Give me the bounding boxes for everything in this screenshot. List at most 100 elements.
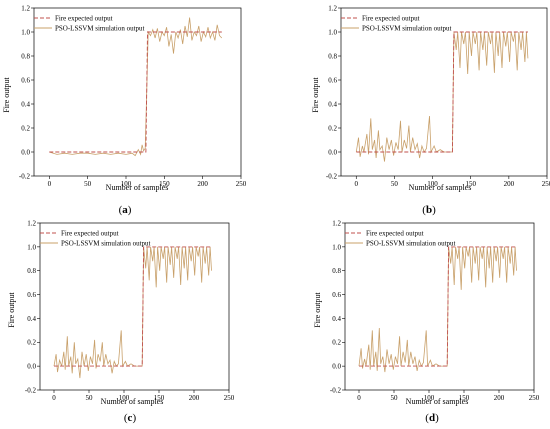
legend: Fire expected output PSO-LSSVM simulatio…: [40, 230, 151, 248]
plot-area: 0 50 100 150 200 250 -0.2 0.0 0.2 0.4 0.6 0.8 1.0 1.2: [330, 219, 540, 402]
y-tick-label: 0.8: [21, 52, 30, 60]
x-tick-label: 0: [355, 180, 359, 188]
series-line-simulation: [358, 246, 517, 373]
legend: Fire expected output PSO-LSSVM simulatio…: [34, 15, 145, 33]
y-tick-label: 1.2: [328, 4, 337, 12]
y-tick-label: 0.6: [328, 76, 337, 84]
x-tick-label: 150: [465, 180, 476, 188]
y-tick-label: 0.0: [27, 363, 36, 371]
y-tick-label: 1.0: [27, 243, 36, 251]
legend-label-simulation: PSO-LSSVM simulation output: [366, 240, 456, 248]
y-tick-label: 0.8: [328, 52, 337, 60]
plot-frame: [340, 7, 548, 177]
legend-label-simulation: PSO-LSSVM simulation output: [362, 25, 452, 33]
y-tick-label: -0.2: [330, 386, 342, 394]
x-tick-label: 0: [357, 394, 361, 402]
panel-label: (c): [124, 412, 137, 424]
x-tick-label: 100: [121, 180, 132, 188]
x-tick-label: 250: [529, 394, 540, 402]
y-axis-label: Fire output: [2, 77, 11, 113]
x-axis-label: Number of samples: [101, 397, 164, 406]
y-tick-label: 0.6: [27, 291, 36, 299]
y-axis-label: Fire output: [7, 292, 16, 328]
legend-label-expected: Fire expected output: [366, 230, 424, 238]
y-tick-label: 0.0: [332, 363, 341, 371]
legend-label-expected: Fire expected output: [61, 230, 119, 238]
x-tick-label: 150: [459, 394, 470, 402]
series-line-simulation: [53, 246, 212, 379]
legend-label-expected: Fire expected output: [362, 15, 420, 23]
y-tick-label: 1.0: [328, 28, 337, 36]
series-line-simulation: [49, 17, 223, 157]
series-line-expected: [356, 31, 528, 153]
x-tick-label: 50: [391, 394, 399, 402]
x-tick-label: 50: [391, 180, 399, 188]
y-tick-label: 0.4: [332, 315, 341, 323]
y-tick-label: 0.8: [332, 267, 341, 275]
y-tick-label: 1.2: [27, 219, 36, 227]
x-axis-label: Number of samples: [406, 397, 469, 406]
y-tick-label: 0.2: [27, 339, 36, 347]
y-tick-label: 0.4: [328, 100, 337, 108]
series-line-simulation: [355, 31, 529, 162]
x-tick-label: 100: [119, 394, 130, 402]
legend-label-simulation: PSO-LSSVM simulation output: [55, 25, 145, 33]
panel-label: (b): [422, 204, 436, 216]
y-tick-label: -0.2: [326, 172, 338, 180]
legend: Fire expected output PSO-LSSVM simulatio…: [341, 15, 452, 33]
y-tick-label: 0.8: [27, 267, 36, 275]
y-tick-label: 0.6: [21, 76, 30, 84]
x-tick-label: 200: [494, 394, 505, 402]
legend-label-expected: Fire expected output: [55, 15, 113, 23]
plot-area: 0 50 100 150 200 250 -0.2 0.0 0.2 0.4 0.6 0.8 1.0 1.2: [25, 219, 235, 402]
x-axis-label: Number of samples: [409, 183, 472, 192]
x-tick-label: 100: [427, 180, 438, 188]
y-axis-label: Fire output: [313, 292, 322, 328]
y-tick-label: -0.2: [25, 386, 37, 394]
y-tick-label: 0.0: [328, 148, 337, 156]
x-tick-label: 250: [236, 180, 247, 188]
y-tick-label: 0.6: [332, 291, 341, 299]
y-tick-label: 1.0: [21, 28, 30, 36]
x-tick-label: 150: [159, 180, 170, 188]
plot-area: 0 50 100 150 200 250 -0.2 0.0 0.2 0.4 0.6 0.8 1.0 1.2: [326, 4, 550, 188]
legend-label-simulation: PSO-LSSVM simulation output: [61, 240, 151, 248]
plot-frame: [344, 222, 535, 391]
y-tick-label: 0.4: [21, 100, 30, 108]
panel-a: 0 50 100 150 200 250 -0.2 0.0 0.2 0.4 0.6 0.8 1.0 1.2…: [2, 4, 247, 216]
x-tick-label: 250: [542, 180, 550, 188]
y-tick-label: 0.0: [21, 148, 30, 156]
series-line-expected: [54, 246, 212, 367]
y-tick-label: 0.2: [332, 339, 341, 347]
plot-frame: [33, 7, 242, 177]
y-tick-label: 1.0: [332, 243, 341, 251]
panel-label: (a): [119, 204, 132, 216]
x-tick-label: 50: [84, 180, 92, 188]
y-tick-label: 0.4: [27, 315, 36, 323]
y-tick-label: 1.2: [332, 219, 341, 227]
panel-label: (d): [425, 412, 439, 424]
plot-area: 0 50 100 150 200 250 -0.2 0.0 0.2 0.4 0.6 0.8 1.0 1.2: [19, 4, 247, 188]
series-line-expected: [49, 31, 222, 153]
y-tick-label: 0.2: [328, 124, 337, 132]
panel-c: 0 50 100 150 200 250 -0.2 0.0 0.2 0.4 0.6 0.8 1.0 1.2…: [7, 219, 235, 424]
y-axis-label: Fire output: [311, 77, 320, 113]
x-tick-label: 0: [48, 180, 52, 188]
x-tick-label: 200: [504, 180, 515, 188]
y-tick-label: 1.2: [21, 4, 30, 12]
x-tick-label: 150: [154, 394, 165, 402]
x-tick-label: 50: [86, 394, 94, 402]
x-axis-label: Number of samples: [106, 183, 169, 192]
plot-frame: [39, 222, 230, 391]
x-tick-label: 200: [189, 394, 200, 402]
series-line-expected: [359, 246, 517, 367]
y-tick-label: 0.2: [21, 124, 30, 132]
x-tick-label: 250: [224, 394, 235, 402]
y-tick-label: -0.2: [19, 172, 31, 180]
x-tick-label: 0: [52, 394, 56, 402]
x-tick-label: 200: [197, 180, 208, 188]
panel-d: 0 50 100 150 200 250 -0.2 0.0 0.2 0.4 0.6 0.8 1.0 1.2…: [313, 219, 540, 424]
panel-b: 0 50 100 150 200 250 -0.2 0.0 0.2 0.4 0.6 0.8 1.0 1.2…: [311, 4, 550, 216]
legend: Fire expected output PSO-LSSVM simulatio…: [345, 230, 456, 248]
